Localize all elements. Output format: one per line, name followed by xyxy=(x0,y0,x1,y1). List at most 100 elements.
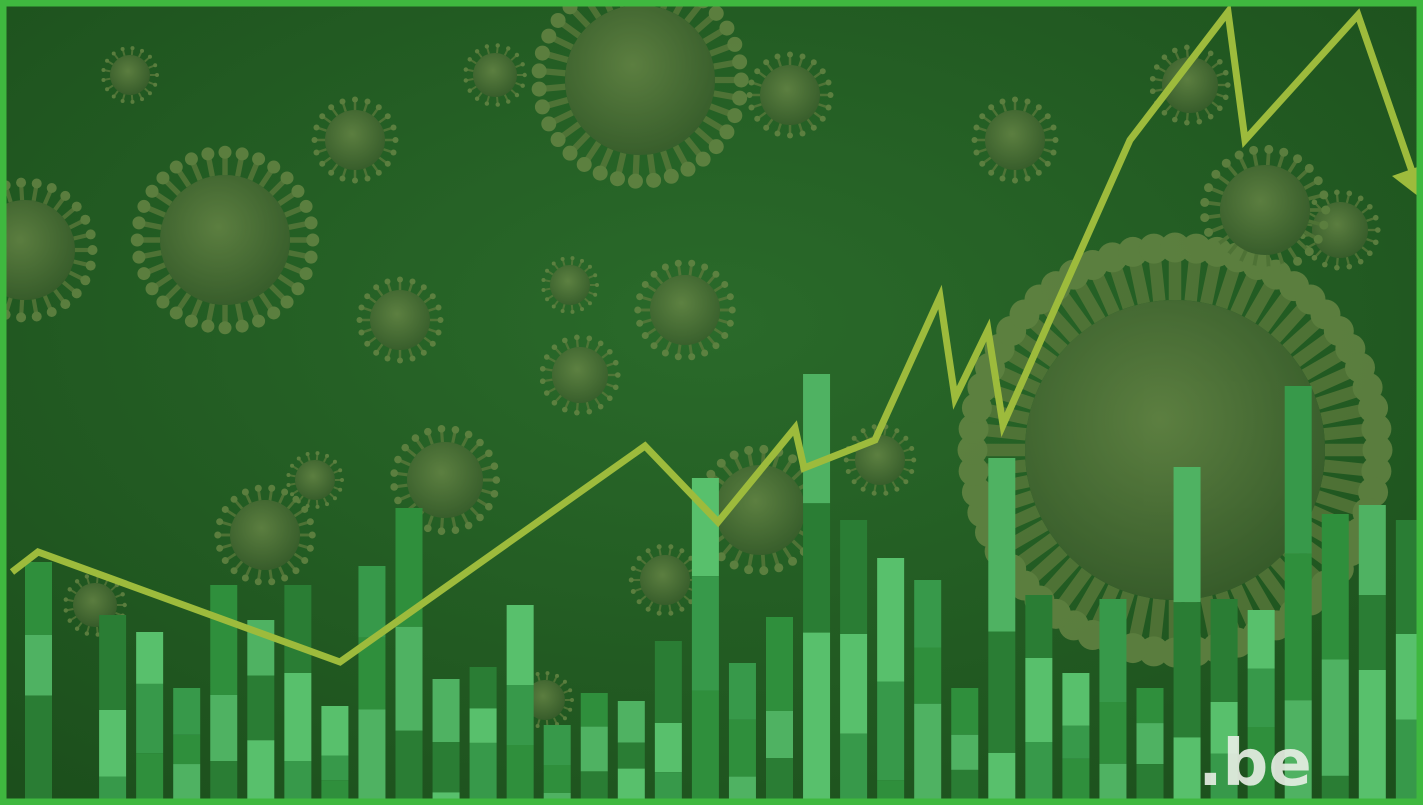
virus-tip xyxy=(607,395,613,402)
virus-tip xyxy=(319,160,326,167)
virus-tip xyxy=(358,329,365,336)
virus-tip xyxy=(1211,241,1221,251)
virus-tip xyxy=(254,484,262,492)
virus-tip xyxy=(593,273,598,278)
virus-tip xyxy=(825,104,832,111)
virus-tip xyxy=(825,79,832,86)
bar-segment xyxy=(1284,553,1312,701)
bar-segment xyxy=(766,617,793,711)
bar-segment xyxy=(99,615,127,710)
virus-tip xyxy=(586,408,593,415)
virus-tip xyxy=(384,113,391,120)
virus-body xyxy=(407,442,483,518)
virus-tip xyxy=(268,578,276,586)
bar-segment xyxy=(691,478,719,577)
virus-tip xyxy=(328,169,335,176)
bar-segment xyxy=(1136,764,1164,805)
virus-tip xyxy=(364,340,371,347)
virus-tip xyxy=(495,102,500,107)
virus-tip xyxy=(437,425,446,433)
virus-tip xyxy=(132,216,146,230)
virus-tip xyxy=(155,73,159,77)
virus-tip xyxy=(435,329,442,336)
bar-segment xyxy=(951,734,979,770)
virus-tip xyxy=(827,92,834,98)
virus-tip xyxy=(562,716,567,721)
virus-tip xyxy=(373,349,380,356)
virus-tip xyxy=(1304,163,1314,173)
virus-tip xyxy=(810,59,817,66)
virus-tip xyxy=(397,357,403,364)
virus-tip xyxy=(299,199,313,213)
bar-segment xyxy=(691,576,719,691)
virus-tip xyxy=(903,479,909,485)
virus-tip xyxy=(1035,169,1042,176)
virus-tip xyxy=(304,250,318,264)
virus-tip xyxy=(680,161,696,177)
virus-tip xyxy=(661,349,669,357)
bar-segment xyxy=(284,673,312,761)
virus-tip xyxy=(1138,233,1169,264)
virus-tip xyxy=(315,451,320,456)
virus-tip xyxy=(268,484,276,492)
virus-tip xyxy=(845,469,851,475)
virus-tip xyxy=(514,52,520,58)
virus-tip xyxy=(539,378,546,385)
virus-tip xyxy=(1234,150,1244,160)
bar-segment xyxy=(469,742,497,805)
virus-tip xyxy=(364,98,371,105)
virus-tip xyxy=(394,496,402,505)
virus-tip xyxy=(819,115,826,122)
virus-tip xyxy=(729,560,739,570)
virus-tip xyxy=(688,259,696,267)
virus-tip xyxy=(851,435,857,441)
bar-segment xyxy=(1247,610,1275,669)
bar-segment xyxy=(877,558,905,682)
virus-tip xyxy=(701,349,709,357)
bar-segment xyxy=(284,761,312,805)
virus-tip xyxy=(373,284,380,291)
bar-segment xyxy=(506,685,534,745)
bar-segment xyxy=(580,693,608,727)
bar-segment xyxy=(136,753,164,805)
virus-tip xyxy=(1367,250,1373,257)
bar-segment xyxy=(1284,700,1312,805)
virus-tip xyxy=(31,178,42,189)
virus-tip xyxy=(319,113,326,120)
virus-tip xyxy=(339,175,346,182)
virus-tip xyxy=(1293,154,1303,164)
virus-tip xyxy=(1362,435,1393,465)
virus-tip xyxy=(1279,263,1289,273)
virus-tip xyxy=(726,319,734,327)
virus-tip xyxy=(810,124,817,131)
virus xyxy=(130,145,320,335)
bar-segment xyxy=(210,585,238,695)
virus-body xyxy=(650,275,720,345)
virus-tip xyxy=(1234,260,1244,270)
bar-segment xyxy=(469,708,497,743)
virus-tip xyxy=(754,115,761,122)
virus-tip xyxy=(674,259,682,267)
virus-tip xyxy=(883,490,889,496)
virus-tip xyxy=(627,173,643,189)
virus-tip xyxy=(485,449,493,458)
trend-line xyxy=(9,3,1419,666)
virus-tip xyxy=(597,340,604,347)
bar-segment xyxy=(914,647,942,704)
virus-tip xyxy=(721,280,729,288)
virus-tip xyxy=(860,428,866,434)
virus-tip xyxy=(85,260,96,271)
virus-tip xyxy=(576,157,592,173)
bar-segment xyxy=(914,580,942,648)
virus-tip xyxy=(216,544,224,552)
bar-segment xyxy=(25,562,52,635)
virus-tip xyxy=(280,295,294,309)
virus-tip xyxy=(495,43,500,48)
virus-body xyxy=(550,265,590,305)
virus-tip xyxy=(580,307,585,312)
virus-tip xyxy=(871,424,877,430)
virus-tip xyxy=(476,513,484,522)
virus-tip xyxy=(732,54,748,70)
virus-tip xyxy=(630,565,636,571)
